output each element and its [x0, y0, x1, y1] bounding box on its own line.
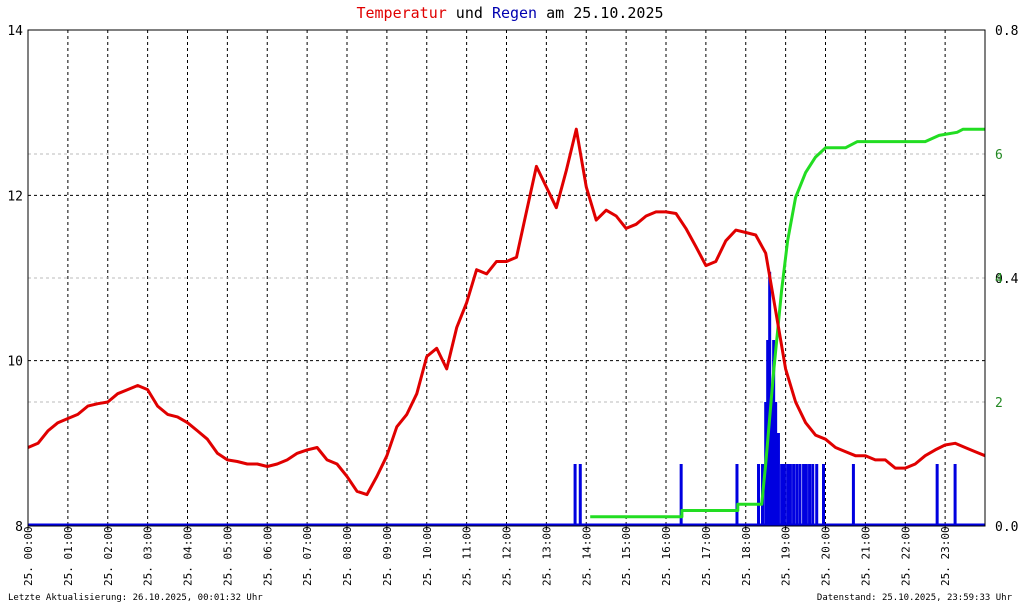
rain-rate-bar — [776, 433, 780, 526]
rain-rate-bar — [935, 464, 939, 526]
y-left-tick-label: 14 — [7, 24, 23, 39]
x-tick-label: 25. 16:00 — [660, 526, 673, 586]
x-tick-label: 25. 09:00 — [381, 526, 394, 586]
rain-rate-bar — [573, 464, 577, 526]
x-tick-label: 25. 00:00 — [22, 526, 35, 586]
x-tick-label: 25. 22:00 — [899, 526, 912, 586]
x-tick-label: 25. 11:00 — [461, 526, 474, 586]
rain-rate-bar — [768, 271, 772, 526]
y-right-rate-tick-label: 0.0 — [995, 520, 1018, 535]
x-tick-label: 25. 14:00 — [580, 526, 593, 586]
chart-title: Temperatur und Regen am 25.10.2025 — [0, 4, 1020, 22]
rain-rate-bars — [28, 271, 985, 527]
x-tick-label: 25. 17:00 — [700, 526, 713, 586]
last-update: Letzte Aktualisierung: 26.10.2025, 00:01… — [8, 593, 263, 603]
rain-rate-bar — [795, 464, 799, 526]
rain-rate-bar — [786, 464, 790, 526]
x-tick-label: 25. 23:00 — [939, 526, 952, 586]
rain-rate-bar — [757, 464, 761, 526]
rain-rate-bar — [679, 464, 683, 526]
rain-rate-bar — [774, 402, 778, 526]
x-tick-label: 25. 18:00 — [740, 526, 753, 586]
y-left-tick-label: 8 — [15, 520, 23, 535]
x-tick-label: 25. 10:00 — [421, 526, 434, 586]
rain-rate-bar — [770, 402, 774, 526]
y-left-tick-label: 12 — [7, 189, 23, 204]
rain-rate-bar — [780, 464, 784, 526]
rain-rate-bar — [792, 464, 796, 526]
rain-rate-bar — [735, 464, 739, 526]
grid — [28, 30, 985, 526]
y-left-tick-label: 10 — [7, 355, 23, 370]
rain-rate-bar — [851, 464, 855, 526]
rain-rate-bar — [788, 464, 792, 526]
rain-rate-bar — [782, 464, 786, 526]
x-tick-label: 25. 15:00 — [620, 526, 633, 586]
rain-rate-bar — [804, 464, 808, 526]
x-tick-label: 25. 06:00 — [261, 526, 274, 586]
x-tick-label: 25. 13:00 — [540, 526, 553, 586]
x-tick-label: 25. 20:00 — [820, 526, 833, 586]
rain-rate-bar — [822, 464, 826, 526]
data-status: Datenstand: 25.10.2025, 23:59:33 Uhr — [816, 593, 1012, 603]
plot-frame — [27, 29, 986, 527]
rain-rate-bar — [815, 464, 819, 526]
rain-rate-bar — [802, 464, 806, 526]
y-right-sum-tick-label: 2 — [995, 396, 1003, 411]
series-lines — [27, 127, 986, 519]
title-temperature: Temperatur — [356, 4, 447, 22]
rain-rate-bar — [953, 464, 957, 526]
y-right-rate-tick-label: 0.4 — [995, 272, 1019, 287]
x-tick-label: 25. 08:00 — [341, 526, 354, 586]
x-tick-label: 25. 12:00 — [501, 526, 514, 586]
x-tick-label: 25. 05:00 — [221, 526, 234, 586]
temperature-line — [27, 127, 986, 497]
y-axis-ticks: 8 10 12 14 0.0 0.4 0.8 2 4 6 — [7, 24, 1018, 535]
rain-rate-bar — [578, 464, 582, 526]
rain-rate-bar — [808, 464, 812, 526]
x-axis-ticks: 25. 00:00 25. 01:00 25. 02:00 25. 03:00 25. … — [22, 526, 952, 586]
y-right-sum-tick-label: 4 — [995, 272, 1003, 287]
rain-rate-bar — [798, 464, 802, 526]
x-tick-label: 25. 03:00 — [142, 526, 155, 586]
y-right-rate-tick-label: 0.8 — [995, 24, 1018, 39]
x-tick-label: 25. 02:00 — [102, 526, 115, 586]
x-tick-label: 25. 07:00 — [301, 526, 314, 586]
x-tick-label: 25. 04:00 — [182, 526, 195, 586]
y-right-sum-tick-label: 6 — [995, 148, 1003, 163]
rain-rate-bar — [811, 464, 815, 526]
rain-rate-bar — [772, 340, 776, 526]
x-tick-label: 25. 19:00 — [780, 526, 793, 586]
title-rain: Regen — [491, 4, 538, 22]
x-tick-label: 25. 21:00 — [859, 526, 872, 586]
rain-sum-line — [590, 127, 985, 519]
title-date: am 25.10.2025 — [537, 4, 664, 22]
title-and: und — [446, 4, 492, 22]
x-tick-label: 25. 01:00 — [62, 526, 75, 586]
